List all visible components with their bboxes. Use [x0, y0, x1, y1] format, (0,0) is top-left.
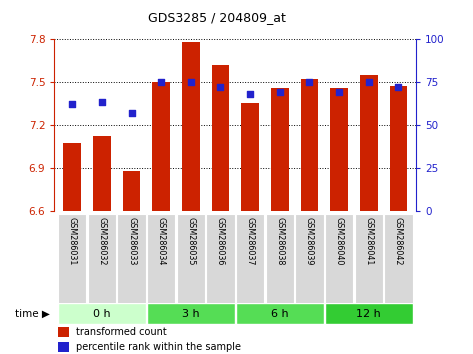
Bar [147, 214, 175, 304]
Text: GSM286041: GSM286041 [364, 217, 373, 265]
Point [246, 91, 254, 97]
Text: GSM286032: GSM286032 [97, 217, 106, 266]
Text: GSM286034: GSM286034 [157, 217, 166, 265]
Bar [325, 303, 412, 324]
Point [98, 99, 105, 105]
Bar [93, 136, 111, 211]
Bar [182, 42, 200, 211]
Bar [295, 214, 324, 304]
Bar [355, 214, 383, 304]
Point [335, 89, 343, 95]
Bar [271, 87, 289, 211]
Text: percentile rank within the sample: percentile rank within the sample [76, 342, 241, 352]
Text: GDS3285 / 204809_at: GDS3285 / 204809_at [149, 11, 286, 24]
Bar [176, 214, 205, 304]
Text: GSM286037: GSM286037 [245, 217, 254, 266]
Bar [58, 303, 146, 324]
Bar [58, 342, 69, 352]
Point [276, 89, 284, 95]
Bar [88, 214, 116, 304]
Point [394, 84, 402, 90]
Point [69, 101, 76, 107]
Text: time ▶: time ▶ [15, 309, 50, 319]
Point [306, 79, 313, 85]
Text: GSM286042: GSM286042 [394, 217, 403, 266]
Bar [325, 214, 353, 304]
Bar [206, 214, 235, 304]
Bar [236, 303, 324, 324]
Text: GSM286033: GSM286033 [127, 217, 136, 265]
Bar [384, 214, 412, 304]
Text: 0 h: 0 h [93, 309, 111, 319]
Text: GSM286038: GSM286038 [275, 217, 284, 265]
Bar [63, 143, 81, 211]
Bar [236, 214, 264, 304]
Point [128, 110, 135, 116]
Bar [360, 75, 377, 211]
Bar [265, 214, 294, 304]
Bar [58, 327, 69, 337]
Point [187, 79, 194, 85]
Bar [123, 171, 140, 211]
Bar [330, 87, 348, 211]
Point [158, 79, 165, 85]
Bar [241, 103, 259, 211]
Text: transformed count: transformed count [76, 327, 167, 337]
Text: 3 h: 3 h [182, 309, 200, 319]
Bar [390, 86, 407, 211]
Text: GSM286040: GSM286040 [334, 217, 343, 265]
Text: GSM286036: GSM286036 [216, 217, 225, 265]
Bar [58, 214, 87, 304]
Bar [117, 214, 146, 304]
Text: 12 h: 12 h [357, 309, 381, 319]
Text: 6 h: 6 h [271, 309, 289, 319]
Bar [300, 79, 318, 211]
Text: GSM286035: GSM286035 [186, 217, 195, 266]
Point [365, 79, 373, 85]
Bar [152, 82, 170, 211]
Bar [211, 65, 229, 211]
Text: GSM286039: GSM286039 [305, 217, 314, 266]
Text: GSM286031: GSM286031 [68, 217, 77, 265]
Point [217, 84, 224, 90]
Bar [147, 303, 235, 324]
